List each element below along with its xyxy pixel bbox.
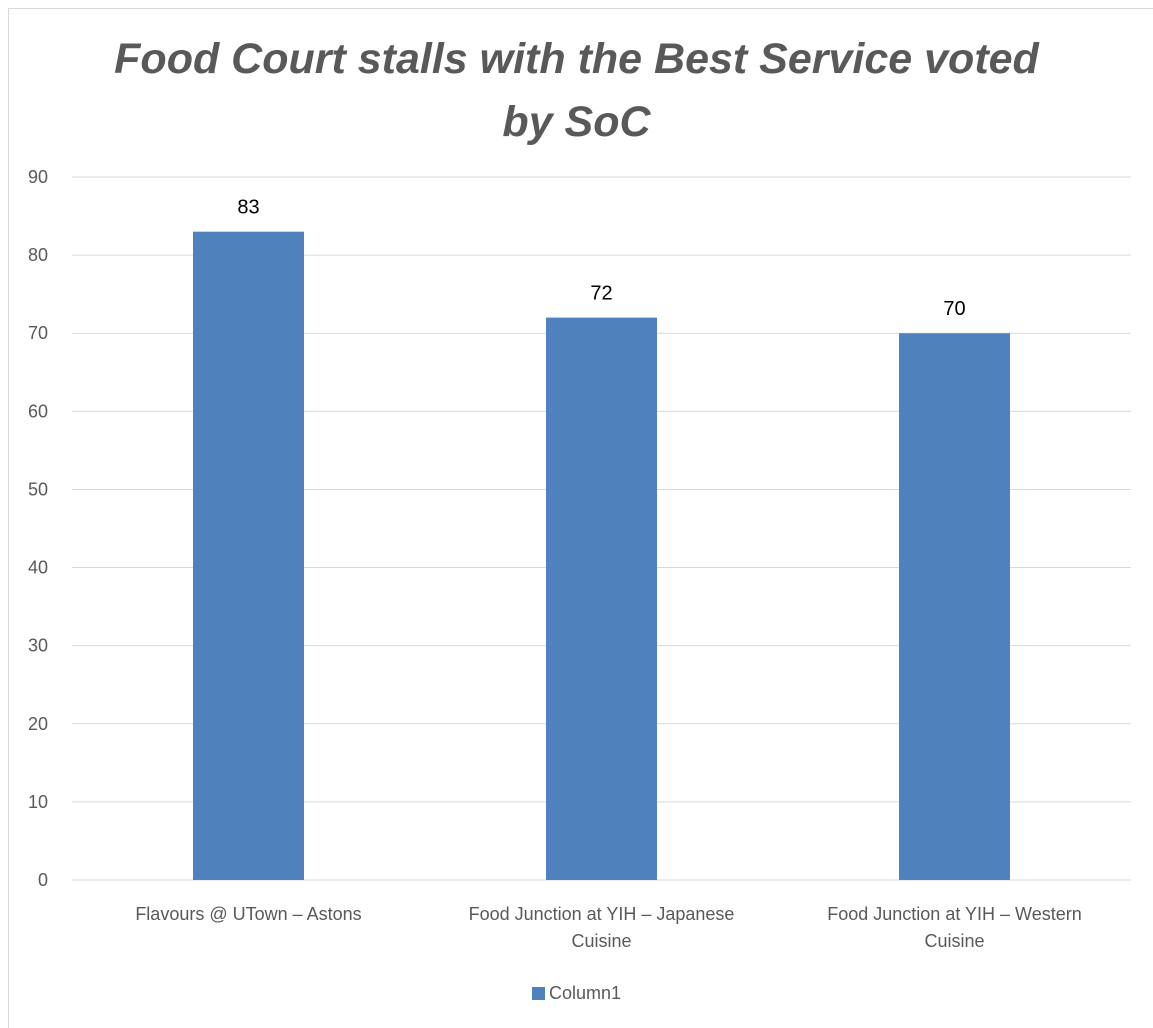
bars [193,231,1010,881]
x-category-label: Food Junction at YIH – Japanese [469,904,735,924]
y-tick-label: 50 [28,479,48,499]
legend-label: Column1 [548,983,622,1003]
bar [899,333,1010,880]
x-category-label: Cuisine [571,931,631,951]
y-tick-label: 10 [28,792,48,812]
y-tick-label: 20 [28,714,48,734]
x-category-label: Food Junction at YIH – Western [827,904,1081,924]
y-tick-label: 60 [28,401,48,421]
bar [193,231,304,880]
y-tick-label: 70 [28,323,48,343]
y-tick-label: 80 [28,245,48,265]
y-tick-label: 30 [28,636,48,656]
data-labels: 83 72 70 [237,197,965,321]
chart-title: Food Court stalls with the Best Service … [114,35,1039,146]
x-axis-categories: Flavours @ UTown – Astons Food Junction a… [135,904,1081,951]
y-tick-label: 90 [28,167,48,187]
y-tick-label: 0 [38,870,48,890]
y-tick-label: 40 [28,558,48,578]
x-category-label: Cuisine [924,931,984,951]
data-label: 70 [943,298,965,320]
y-axis-ticks: 0 10 20 30 40 50 60 70 80 90 [28,167,48,890]
data-label: 83 [237,197,259,219]
legend-swatch [531,987,545,1000]
x-category-label: Flavours @ UTown – Astons [135,904,361,924]
data-label: 72 [590,283,612,305]
legend: Column1 [0,983,1153,1004]
bar [546,317,657,881]
